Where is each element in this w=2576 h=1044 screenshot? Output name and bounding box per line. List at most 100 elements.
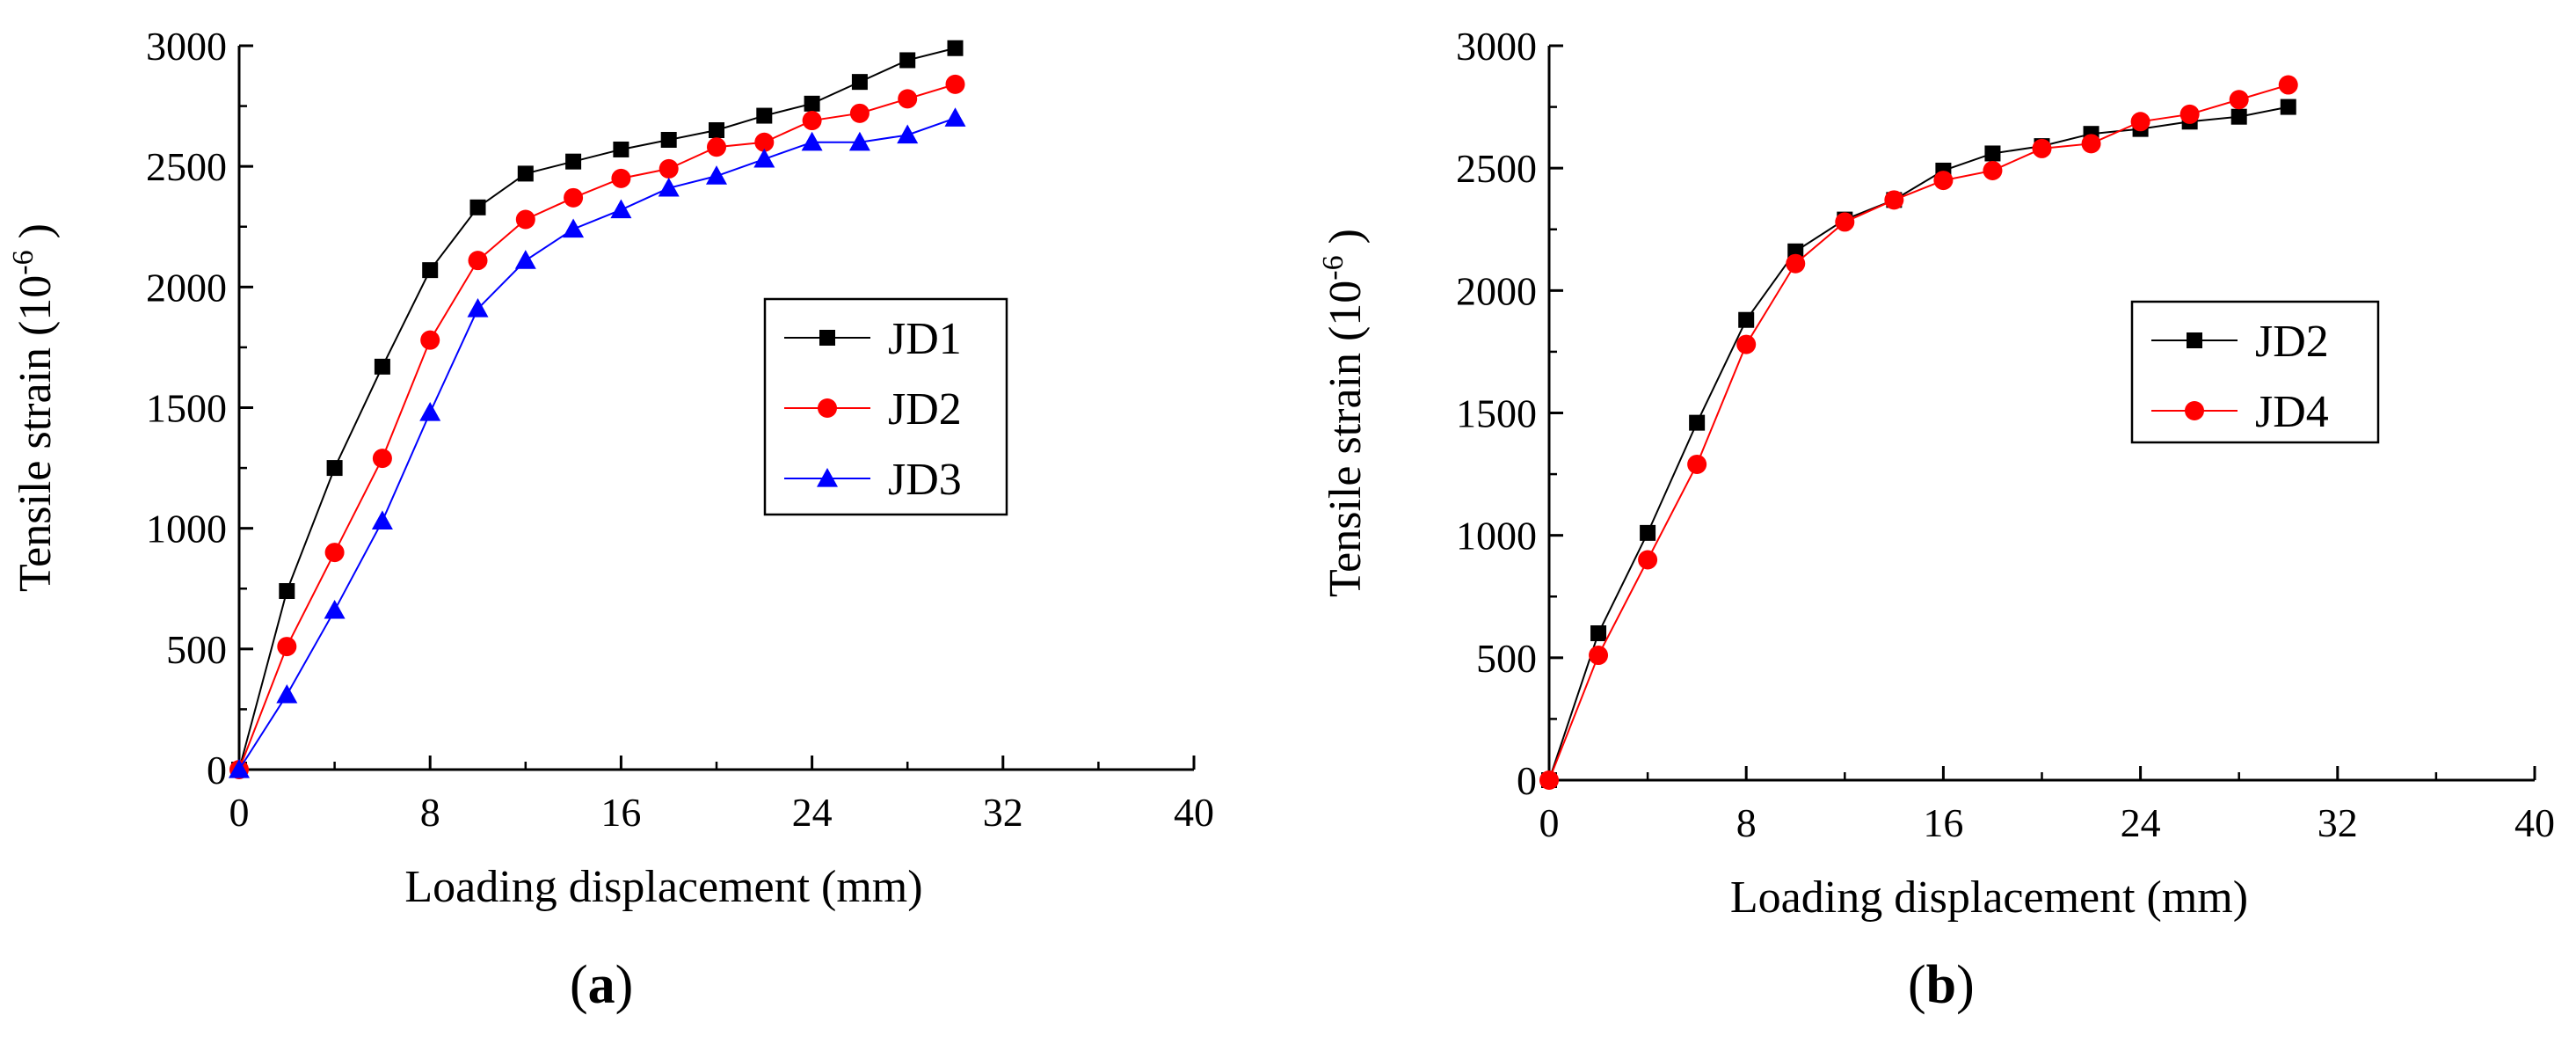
data-point <box>276 683 298 704</box>
data-point <box>611 168 631 188</box>
data-point <box>753 148 775 168</box>
x-axis-title: Loading displacement (mm) <box>1730 872 2248 923</box>
data-point <box>2278 75 2298 95</box>
data-point <box>229 759 250 778</box>
y-tick-label: 1500 <box>1456 391 1537 436</box>
data-point <box>801 131 823 151</box>
data-point <box>709 122 724 139</box>
data-point <box>324 599 346 619</box>
y-tick-label: 2000 <box>146 265 227 310</box>
legend-label: JD1 <box>888 314 962 364</box>
series-line <box>1548 84 2289 781</box>
legend-marker <box>2185 401 2204 420</box>
legend-label: JD3 <box>888 455 962 505</box>
y-axis-title-end: ) <box>1321 229 1371 255</box>
legend: JD1 JD2 JD3 <box>763 297 1008 516</box>
y-axis-title-end: ) <box>11 223 61 250</box>
chart-a: 0 500 1000 1500 2000 2500 3000 0 8 16 24 32 40 Loadin… <box>7 24 1214 912</box>
x-tick-label: 24 <box>2121 800 2161 845</box>
data-point <box>371 510 393 530</box>
y-tick-label: 1500 <box>146 386 227 431</box>
data-point <box>756 107 773 124</box>
series-jd3 <box>229 107 966 778</box>
data-point <box>659 158 679 179</box>
x-tick-label: 16 <box>600 790 641 835</box>
data-point <box>898 89 918 109</box>
data-point <box>1933 171 1954 191</box>
y-tick-label: 0 <box>1517 758 1537 803</box>
series-jd1 <box>231 40 964 778</box>
legend-label: JD2 <box>888 384 962 434</box>
x-axis-title: Loading displacement (mm) <box>404 862 922 912</box>
legend-marker <box>818 398 837 418</box>
chart-b: 0 500 1000 1500 2000 2500 3000 0 8 16 24 32 40 Loadin… <box>1317 24 2555 923</box>
y-tick-label: 500 <box>166 627 227 672</box>
series-jd4 <box>1539 75 2298 790</box>
data-point <box>754 132 775 152</box>
data-point <box>804 95 820 112</box>
data-point <box>277 637 297 657</box>
y-axis-title-exponent: -6 <box>1317 255 1350 280</box>
series-line <box>238 83 956 770</box>
data-point <box>897 124 919 144</box>
chart-panel-a: 0 500 1000 1500 2000 2500 3000 0 8 16 24 32 40 Loadin… <box>7 24 1214 1015</box>
y-tick-label: 2000 <box>1456 268 1537 313</box>
data-point <box>2081 134 2101 154</box>
series-jd2 <box>229 74 965 779</box>
data-point <box>899 52 916 69</box>
data-point <box>1590 625 1607 641</box>
data-point <box>1736 334 1757 354</box>
data-point <box>564 187 584 208</box>
data-point <box>2179 104 2200 124</box>
panel-label-b: (b) <box>1908 955 1975 1015</box>
data-point <box>802 111 822 131</box>
data-point <box>517 165 534 182</box>
data-point <box>1539 770 1559 790</box>
data-point <box>1640 524 1656 541</box>
legend-marker <box>819 330 835 346</box>
y-tick-label: 2500 <box>146 144 227 189</box>
x-tick-label: 32 <box>983 790 1023 835</box>
series-line <box>1548 106 2289 781</box>
data-point <box>851 74 868 91</box>
x-tick-label: 40 <box>2514 800 2555 845</box>
y-tick-label: 1000 <box>1456 514 1537 559</box>
data-point <box>1687 454 1707 474</box>
data-point <box>563 218 585 238</box>
data-point <box>514 250 536 269</box>
data-point <box>660 131 677 148</box>
data-point <box>469 199 486 215</box>
data-point <box>420 330 440 350</box>
legend-marker <box>817 468 838 487</box>
x-tick-label: 8 <box>420 790 440 835</box>
y-tick-label: 3000 <box>1456 24 1537 69</box>
data-point <box>947 40 964 56</box>
data-point <box>610 199 632 219</box>
y-tick-label: 0 <box>207 748 227 792</box>
data-point <box>372 449 392 469</box>
data-point <box>422 262 439 279</box>
data-point <box>2280 99 2296 115</box>
data-point <box>1984 145 2001 162</box>
legend-label: JD2 <box>2255 317 2329 367</box>
y-tick-label: 3000 <box>146 24 227 69</box>
data-point <box>565 153 582 170</box>
data-point <box>848 131 870 151</box>
y-axis-title: Tensile strain (10-6 ) <box>1317 229 1371 597</box>
x-tick-label: 8 <box>1736 800 1757 845</box>
y-axis-title: Tensile strain (10-6 ) <box>7 223 61 592</box>
y-tick-label: 1000 <box>146 507 227 551</box>
data-point <box>849 103 870 123</box>
series-jd2 <box>1541 99 2296 788</box>
series-line <box>238 117 956 770</box>
data-point <box>419 401 441 421</box>
data-point <box>1589 646 1609 666</box>
legend-marker <box>2187 332 2202 348</box>
y-axis-title-main: Tensile strain (10 <box>1321 281 1371 597</box>
y-axis-title-main: Tensile strain (10 <box>11 275 61 592</box>
legend-box <box>2130 300 2380 444</box>
x-tick-label: 24 <box>792 790 833 835</box>
data-point <box>2130 112 2150 132</box>
x-tick-label: 40 <box>1174 790 1214 835</box>
